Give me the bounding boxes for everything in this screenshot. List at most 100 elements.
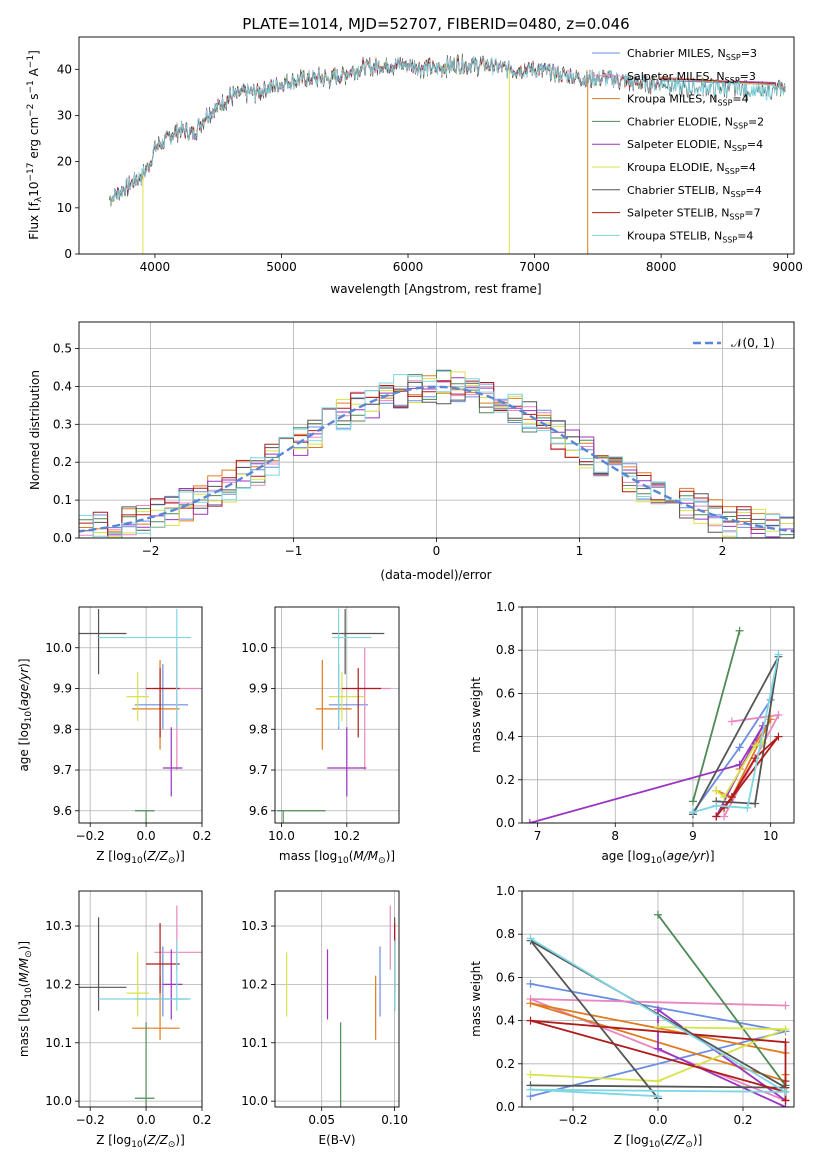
- weight-marker: [688, 797, 697, 806]
- x-axis-label: age [log10(age/yr)]: [601, 849, 714, 866]
- y-tick-label: 0.5: [53, 342, 72, 356]
- y-tick-label: 0.6: [496, 970, 515, 984]
- x-tick-label: 0: [433, 544, 441, 558]
- y-tick-label: 0.2: [496, 1057, 515, 1071]
- x-tick-label: 2: [719, 544, 727, 558]
- y-axis-label: Normed distribution: [28, 370, 42, 490]
- axes-mass_vs_Z: [79, 891, 203, 1107]
- x-tick-label: 7: [534, 829, 542, 843]
- weight-marker: [526, 934, 535, 943]
- y-tick-label: 10.1: [241, 1036, 268, 1050]
- x-axis-label: E(B-V): [318, 1133, 355, 1147]
- weight-marker: [654, 910, 662, 919]
- x-axis-label: Z [log10(Z/Z⊙)]: [614, 1133, 703, 1150]
- y-tick-label: 1.0: [496, 884, 515, 898]
- x-tick-label: 0.0: [137, 829, 156, 843]
- y-tick-label: 0.8: [496, 927, 515, 941]
- axes-frame: [274, 606, 400, 824]
- y-tick-label: 0.3: [53, 417, 72, 431]
- legend-entry: Chabrier ELODIE, NSSP=2: [627, 115, 764, 130]
- weight-line: [715, 742, 764, 799]
- legend-entry: 𝒩(0, 1): [731, 336, 775, 350]
- y-tick-label: 0.0: [53, 531, 72, 545]
- x-tick-label: 9: [689, 829, 697, 843]
- weight-marker: [712, 786, 721, 795]
- y-axis-label: age [log10(age/yr)]: [17, 658, 34, 771]
- y-tick-label: 9.6: [249, 804, 268, 818]
- weight-marker: [526, 1070, 535, 1079]
- y-tick-label: 1.0: [496, 600, 515, 614]
- x-tick-label: 7000: [519, 260, 550, 274]
- x-tick-label: 4000: [140, 260, 171, 274]
- weight-marker: [526, 979, 535, 988]
- axes-frame: [521, 606, 795, 824]
- weight-marker: [727, 717, 736, 726]
- x-tick-label: 10.0: [268, 829, 295, 843]
- y-tick-label: 10.3: [45, 919, 72, 933]
- y-tick-label: 0.6: [496, 686, 515, 700]
- axes-residuals: [79, 322, 794, 539]
- y-tick-label: 0.1: [53, 493, 72, 507]
- x-tick-label: 0.10: [381, 1113, 408, 1127]
- x-tick-label: −1: [285, 544, 303, 558]
- y-axis-label: mass weight: [469, 961, 483, 1037]
- weight-marker: [720, 812, 729, 821]
- y-axis-label: Flux [fλ10−17 erg cm−2 s−1 A−1]: [26, 50, 44, 240]
- weight-marker: [781, 1077, 790, 1086]
- y-axis-label: mass [log10(M/M⊙)]: [17, 941, 34, 1057]
- weight-marker: [720, 793, 729, 802]
- weight-marker: [654, 1023, 662, 1032]
- weight-marker: [781, 1087, 790, 1096]
- x-tick-label: 0.2: [733, 1113, 752, 1127]
- plot-area-weight_vs_Z: [526, 910, 790, 1107]
- plot-area-weight_vs_age: [525, 626, 783, 823]
- weight-marker: [781, 1096, 790, 1105]
- weight-marker: [743, 803, 752, 812]
- plot-area-mass_vs_Z: [79, 905, 202, 1107]
- weight-line: [692, 654, 780, 814]
- y-tick-label: 9.6: [53, 804, 72, 818]
- y-tick-label: 10.0: [241, 1094, 268, 1108]
- x-tick-label: 5000: [266, 260, 297, 274]
- x-axis-label: Z [log10(Z/Z⊙)]: [96, 1133, 185, 1150]
- x-axis-label: (data-model)/error: [380, 568, 491, 582]
- legend-entry: Kroupa ELODIE, NSSP=4: [627, 161, 756, 176]
- histogram-step: [79, 374, 794, 538]
- legend-entry: Salpeter ELODIE, NSSP=4: [627, 138, 763, 153]
- y-tick-label: 10.2: [45, 977, 72, 991]
- axes-frame: [78, 606, 203, 824]
- x-tick-label: −0.2: [76, 1113, 105, 1127]
- x-tick-label: −0.2: [76, 829, 105, 843]
- weight-marker: [781, 1001, 790, 1010]
- y-tick-label: 10.0: [241, 641, 268, 655]
- y-tick-label: 0.0: [496, 1100, 515, 1114]
- weight-marker: [654, 1092, 662, 1101]
- weight-marker: [781, 1038, 790, 1047]
- weight-marker: [751, 741, 760, 750]
- y-axis-label: mass weight: [469, 677, 483, 753]
- x-tick-label: 0.05: [308, 1113, 335, 1127]
- y-tick-label: 40: [57, 62, 72, 76]
- legend-entry: Kroupa MILES, NSSP=4: [627, 93, 749, 108]
- weight-marker: [654, 1044, 662, 1053]
- y-tick-label: 0.4: [496, 730, 515, 744]
- plot-area-mass_vs_ebv: [286, 905, 396, 1107]
- weight-marker: [654, 1077, 662, 1086]
- y-tick-label: 10: [57, 201, 72, 215]
- y-tick-label: 9.8: [249, 722, 268, 736]
- weight-line: [657, 914, 787, 1086]
- y-tick-label: 9.9: [249, 682, 268, 696]
- plot-area-residuals: [79, 369, 794, 538]
- x-tick-label: 1: [576, 544, 584, 558]
- y-tick-label: 10.3: [241, 919, 268, 933]
- x-tick-label: 6000: [393, 260, 424, 274]
- y-tick-label: 0.8: [496, 643, 515, 657]
- y-tick-label: 0.0: [496, 816, 515, 830]
- weight-marker: [720, 803, 729, 812]
- weight-marker: [781, 1025, 790, 1034]
- x-axis-label: mass [log10(M/M⊙)]: [279, 849, 395, 866]
- x-tick-label: 10: [763, 829, 778, 843]
- y-tick-label: 0.2: [53, 455, 72, 469]
- plot-area-age_vs_mass: [276, 609, 391, 823]
